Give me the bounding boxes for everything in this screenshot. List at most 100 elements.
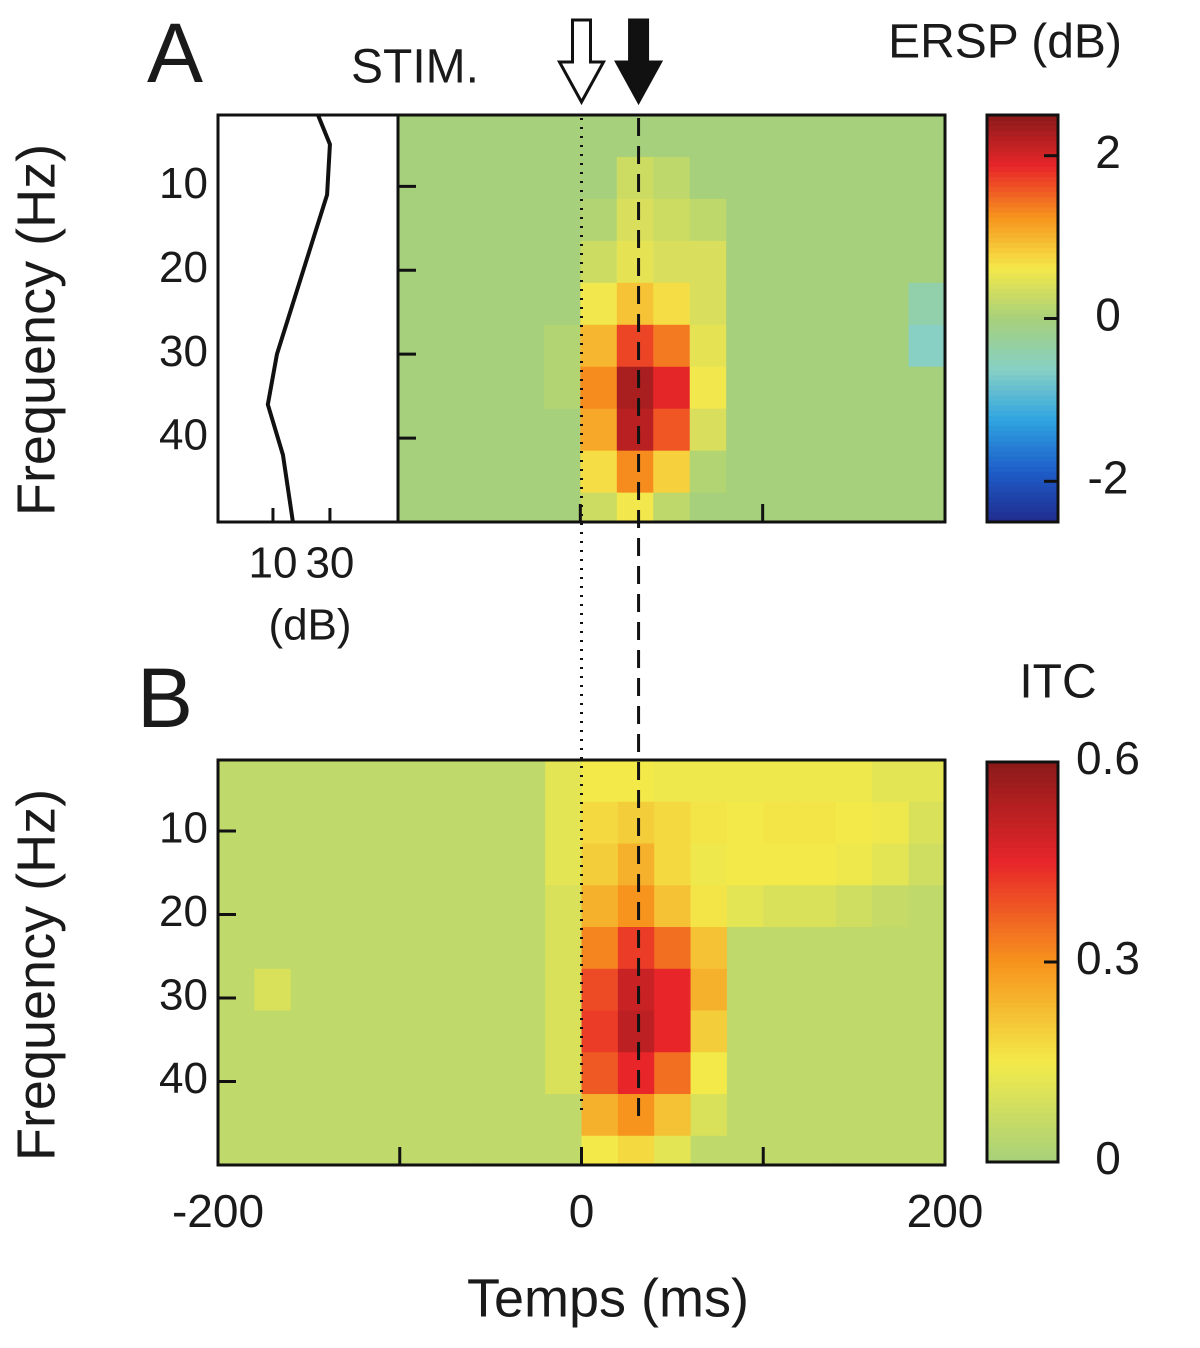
heatmap-cell (399, 1052, 437, 1095)
heatmap-cell (434, 492, 472, 522)
heatmap-cell (872, 450, 910, 494)
heatmap-cell (399, 801, 437, 845)
colorbar-step (987, 942, 1058, 948)
heatmap-cell (434, 115, 472, 158)
heatmap-cell (472, 1094, 510, 1137)
colorbar-step (987, 922, 1058, 928)
colorbar-step (987, 1027, 1058, 1033)
colorbar-step (987, 450, 1058, 457)
colorbar-step (987, 247, 1058, 254)
heatmap-cell (581, 1010, 619, 1053)
heatmap-cell (398, 450, 436, 494)
heatmap-cell (290, 885, 328, 928)
heatmap-cell (690, 1052, 728, 1095)
heatmap-cell (470, 240, 508, 284)
heatmap-cell (617, 1094, 655, 1137)
y-axis-label: Frequency (Hz) (6, 144, 66, 516)
heatmap-cell (508, 885, 546, 928)
heatmap-cell (472, 1052, 510, 1095)
x-tick-label: 10 (248, 539, 297, 588)
heatmap-cell (763, 927, 801, 970)
heatmap-cell (835, 324, 873, 368)
heatmap-cell (218, 968, 255, 1012)
heatmap-cell (726, 968, 764, 1012)
heatmap-cell (472, 968, 510, 1012)
colorbar-step (987, 1142, 1058, 1148)
heatmap-cell (398, 366, 436, 410)
heatmap-cell (799, 1010, 837, 1053)
heatmap (218, 760, 945, 1165)
heatmap-cell (726, 324, 764, 368)
colorbar-step (987, 415, 1058, 422)
colorbar-step (987, 328, 1058, 335)
colorbar-step (987, 308, 1058, 315)
colorbar-step (987, 399, 1058, 406)
colorbar-step (987, 1047, 1058, 1053)
heatmap-cell (908, 801, 945, 845)
heatmap-cell (726, 801, 764, 845)
heatmap-cell (363, 1010, 401, 1053)
colorbar-step (987, 962, 1058, 968)
colorbar-step (987, 140, 1058, 147)
heatmap-cell (543, 366, 581, 410)
heatmap-cell (690, 1135, 728, 1165)
heatmap-cell (726, 885, 764, 928)
heatmap-cell (653, 324, 691, 368)
heatmap-cell (690, 760, 728, 803)
heatmap-cell (690, 1010, 728, 1053)
heatmap-cell (363, 801, 401, 845)
heatmap-cell (872, 366, 910, 410)
heatmap-cell (436, 1094, 474, 1137)
heatmap-cell (436, 927, 474, 970)
heatmap-cell (617, 760, 655, 803)
y-tick-label: 30 (159, 327, 208, 376)
colorbar-step (987, 967, 1058, 973)
heatmap-cell (908, 240, 945, 284)
heatmap-cell (726, 492, 764, 522)
colorbar-step (987, 165, 1058, 172)
heatmap-cell (835, 240, 873, 284)
heatmap-cell (908, 408, 945, 452)
heatmap-cell (580, 450, 618, 494)
colorbar-step (987, 982, 1058, 988)
heatmap-cell (835, 282, 873, 326)
colorbar-step (987, 501, 1058, 508)
heatmap-cell (654, 1052, 692, 1095)
heatmap-cell (799, 115, 837, 158)
heatmap-cell (762, 115, 800, 158)
colorbar-step (987, 445, 1058, 452)
colorbar-step (987, 186, 1058, 193)
heatmap-cell (218, 1135, 255, 1165)
colorbar-step (987, 1122, 1058, 1128)
heatmap-cell (507, 156, 545, 200)
colorbar-step (987, 343, 1058, 350)
heatmap-cell (835, 885, 873, 928)
colorbar-step (987, 997, 1058, 1003)
heatmap-cell (470, 115, 508, 158)
y-tick-label: 10 (159, 159, 208, 208)
heatmap-cell (290, 760, 328, 803)
colorbar-step (987, 287, 1058, 294)
heatmap-cell (726, 1135, 764, 1165)
colorbar-step (987, 226, 1058, 233)
x-tick-label: 30 (305, 539, 354, 588)
colorbar-step (987, 1052, 1058, 1058)
heatmap-cell (508, 1010, 546, 1053)
heatmap-cell (617, 927, 655, 970)
heatmap-cell (762, 450, 800, 494)
heatmap-cell (908, 968, 945, 1012)
colorbar-step (987, 837, 1058, 843)
colorbar-step (987, 1157, 1058, 1163)
heatmap-cell (363, 760, 401, 803)
heatmap-cell (545, 1010, 583, 1053)
colorbar-step (987, 977, 1058, 983)
annotation: STIM. (351, 41, 479, 94)
colorbar-step (987, 471, 1058, 478)
heatmap-cell (653, 450, 691, 494)
colorbar-step (987, 822, 1058, 828)
heatmap-cell (763, 885, 801, 928)
heatmap-cell (872, 801, 910, 845)
heatmap-cell (507, 450, 545, 494)
colorbar-step (987, 1097, 1058, 1103)
colorbar-step (987, 782, 1058, 788)
